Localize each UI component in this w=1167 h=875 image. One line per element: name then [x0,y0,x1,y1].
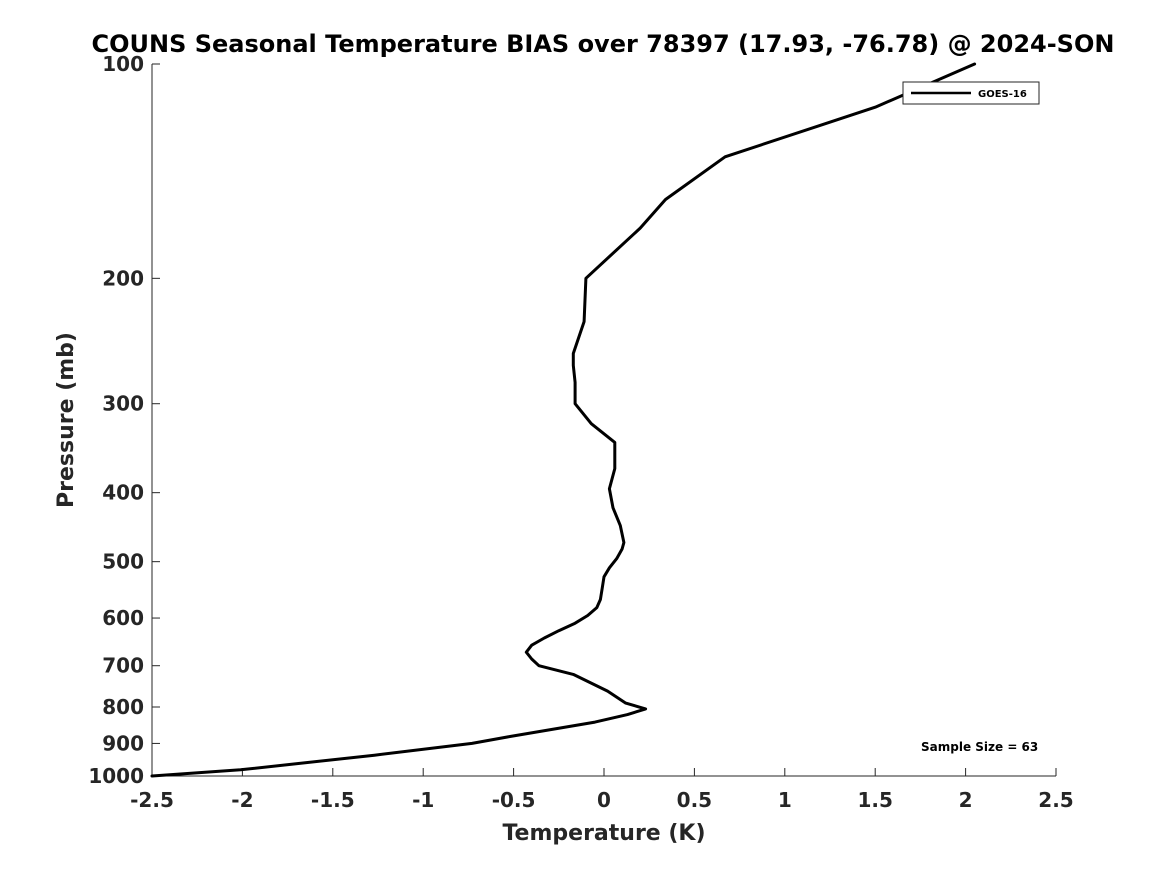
y-tick-label: 600 [102,606,144,630]
x-tick-label: -0.5 [492,788,536,812]
x-tick-label: 0.5 [677,788,712,812]
x-ticks: -2.5 -2 -1.5 -1 -0.5 0 0.5 1 1.5 2 2.5 [130,768,1074,812]
x-tick-label: 1 [778,788,792,812]
x-tick-label: -2.5 [130,788,174,812]
y-ticks: 100 200 300 400 500 600 700 800 900 1000 [88,52,160,788]
chart-title: COUNS Seasonal Temperature BIAS over 783… [92,30,1115,58]
y-tick-label: 500 [102,550,144,574]
y-tick-label: 400 [102,481,144,505]
x-tick-label: 2.5 [1038,788,1073,812]
plot-frame [151,64,1056,777]
x-axis-label: Temperature (K) [502,821,705,846]
series-group [150,62,977,778]
x-tick-label: 0 [597,788,611,812]
y-tick-label: 1000 [88,764,144,788]
x-tick-label: 1.5 [857,788,892,812]
y-tick-label: 900 [102,731,144,755]
y-tick-label: 200 [102,266,144,290]
legend: GOES-16 [902,81,1040,105]
y-axis-label: Pressure (mb) [54,332,79,508]
y-tick-label: 700 [102,654,144,678]
legend-label: GOES-16 [978,89,1027,100]
y-tick-label: 800 [102,695,144,719]
x-tick-label: -1.5 [311,788,355,812]
y-tick-label: 100 [102,52,144,76]
x-tick-label: -1 [412,788,434,812]
x-tick-label: -2 [231,788,253,812]
sample-size-annotation: Sample Size = 63 [921,740,1038,754]
y-tick-label: 300 [102,392,144,416]
series-line-goes-16 [150,62,977,778]
x-tick-label: 2 [959,788,973,812]
